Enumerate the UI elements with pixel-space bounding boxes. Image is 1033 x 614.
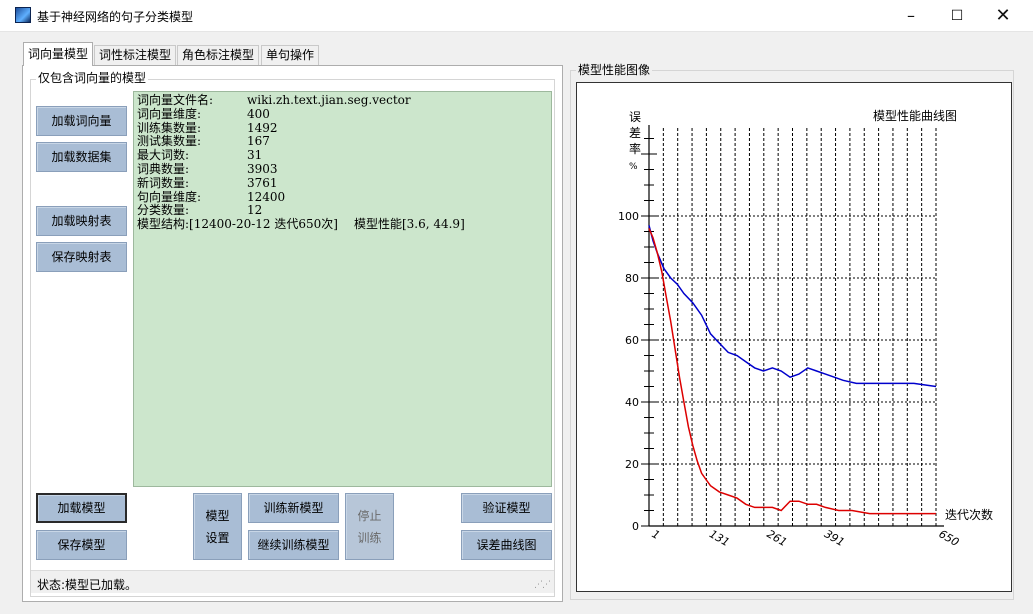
tab-word-vector-model[interactable]: 词向量模型 [23,42,94,66]
x-tick-label: 650 [937,527,962,549]
y-tick-label: 100 [618,210,639,223]
title-bar: 基于神经网络的句子分类模型 – ☐ ✕ [0,0,1033,32]
info-row: 词向量维度: 400 [137,106,270,121]
close-button[interactable]: ✕ [980,0,1026,31]
y-axis-label: 率 [629,141,641,156]
model-info-textarea[interactable]: 词向量文件名: wiki.zh.text.jian.seg.vector 词向量维… [133,91,552,487]
info-row-structure: 模型结构:[12400-20-12 迭代650次] 模型性能[3.6, 44.9] [137,217,465,232]
y-tick-label: 20 [625,458,639,471]
resize-grip-icon[interactable]: ⋰⋰ [534,580,551,590]
load-dataset-button[interactable]: 加载数据集 [36,142,127,172]
y-tick-label: 0 [632,520,639,533]
series-line-blue [648,225,937,388]
error-curve-button[interactable]: 误差曲线图 [461,530,552,560]
minimize-button[interactable]: – [888,0,934,31]
minimize-icon: – [907,6,915,25]
x-tick-label: 131 [707,527,732,549]
info-row: 训练集数量: 1492 [137,120,278,135]
model-settings-button[interactable]: 模型 设置 [193,493,242,560]
save-map-button[interactable]: 保存映射表 [36,242,127,272]
train-new-model-button[interactable]: 训练新模型 [248,493,339,523]
model-group [30,79,555,597]
validate-model-button[interactable]: 验证模型 [461,493,552,523]
status-text: 状态:模型已加载。 [37,578,138,592]
stop-training-button[interactable]: 停止 训练 [345,493,394,560]
window-title: 基于神经网络的句子分类模型 [37,10,194,24]
tab-role-tagging-model[interactable]: 角色标注模型 [177,45,260,65]
info-row: 分类数量: 12 [137,203,263,218]
load-map-button[interactable]: 加载映射表 [36,206,127,236]
app-icon [15,7,31,23]
y-axis-label: 误 [629,110,641,124]
performance-group [570,70,1014,600]
maximize-button[interactable]: ☐ [934,0,980,31]
status-bar: 状态:模型已加载。 ⋰⋰ [31,570,554,593]
info-row: 最大词数: 31 [137,148,263,163]
y-axis-label: % [629,162,638,172]
load-model-button[interactable]: 加载模型 [36,493,127,523]
info-row: 词典数量: 3903 [137,161,278,176]
continue-train-button[interactable]: 继续训练模型 [248,530,339,560]
y-tick-label: 40 [625,396,639,409]
info-row: 词向量文件名: wiki.zh.text.jian.seg.vector [137,93,411,107]
info-row: 测试集数量: 167 [137,134,270,149]
x-tick-label: 1 [650,527,663,542]
info-row: 句向量维度: 12400 [137,189,286,204]
y-tick-label: 60 [625,334,639,347]
series-line-red [648,228,936,515]
x-tick-label: 391 [822,527,847,549]
info-row: 新词数量: 3761 [137,175,278,190]
chart-title: 模型性能曲线图 [873,109,957,123]
performance-chart: 0 20 40 60 80 100 1 131 261 391 650 误差率% 模型性能曲线图迭代次数 [576,82,1012,592]
performance-group-label: 模型性能图像 [576,61,653,78]
y-axis-label: 差 [629,126,641,140]
tab-single-sentence[interactable]: 单句操作 [261,45,320,65]
x-tick-label: 261 [764,527,789,549]
maximize-icon: ☐ [950,7,964,24]
save-model-button[interactable]: 保存模型 [36,530,127,560]
tab-pos-tagging-model[interactable]: 词性标注模型 [94,45,177,65]
close-icon: ✕ [995,5,1011,26]
x-axis-label: 迭代次数 [945,507,993,522]
model-group-label: 仅包含词向量的模型 [36,69,149,86]
y-tick-label: 80 [625,272,639,285]
load-vectors-button[interactable]: 加载词向量 [36,106,127,136]
